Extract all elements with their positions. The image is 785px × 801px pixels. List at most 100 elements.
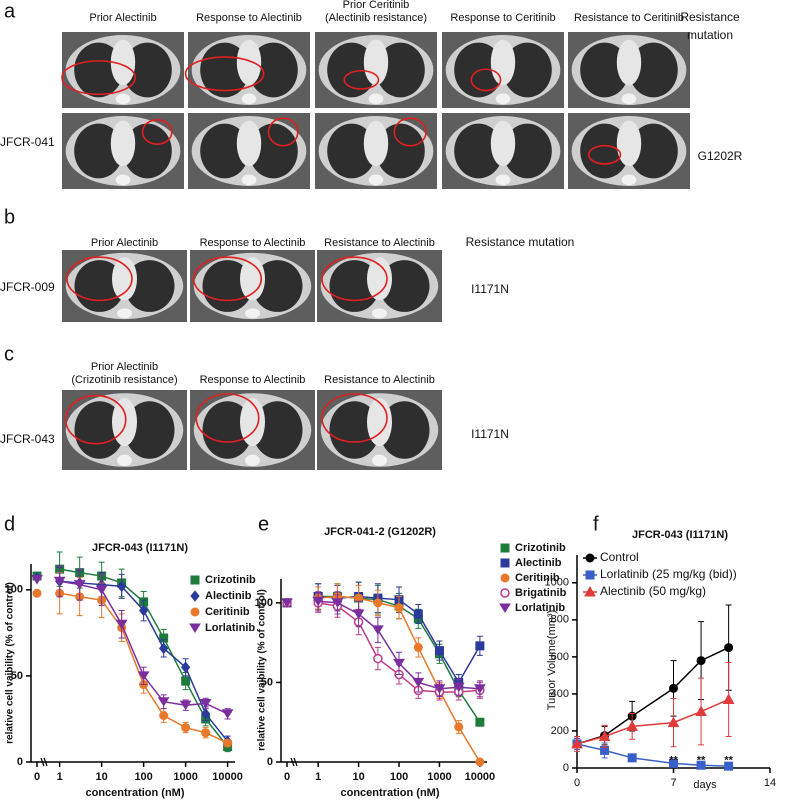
marker <box>433 684 446 694</box>
legend-label: Lorlatinib <box>205 622 255 634</box>
marker <box>412 677 425 688</box>
marker <box>373 653 383 664</box>
legend-marker <box>500 558 510 568</box>
legend-label: Alectinib <box>515 557 562 569</box>
ct-lung <box>249 123 298 179</box>
marker <box>181 723 191 733</box>
ct-image <box>568 113 690 189</box>
ct-lung <box>122 123 172 179</box>
ct-mediastinum <box>240 257 265 301</box>
legend-marker <box>500 543 510 553</box>
y-tick-label: 0 <box>267 756 273 768</box>
ct-image <box>62 250 187 322</box>
ct-lung <box>252 260 303 312</box>
lesion-circle <box>184 56 265 92</box>
ct-image <box>188 113 310 189</box>
ct-spine <box>372 454 387 466</box>
x-tick-label: 1 <box>57 771 63 783</box>
chart-title: JFCR-043 (I1171N) <box>92 542 188 554</box>
ct-image <box>317 390 442 470</box>
legend-label: Control <box>600 550 639 564</box>
x-tick-label: 1000 <box>173 771 197 783</box>
ct-lung <box>580 123 629 179</box>
y-tick-label: 400 <box>551 688 569 700</box>
x-tick-label: 0 <box>34 771 40 783</box>
ct-spine <box>245 308 260 319</box>
ct-lung <box>629 42 678 98</box>
significance-label: ** <box>724 754 733 766</box>
ct-lung <box>379 260 430 312</box>
ct-image <box>442 32 564 108</box>
lesion-circle <box>321 393 388 443</box>
y-tick-label: 1000 <box>545 577 569 589</box>
marker <box>117 580 127 593</box>
x-tick-label: 1000 <box>427 771 451 783</box>
lesion-circle <box>141 119 173 145</box>
ct-lung <box>202 401 253 459</box>
mutation: I1171N <box>471 427 509 441</box>
ct-lung <box>74 123 123 179</box>
marker <box>724 761 734 771</box>
ct-spine <box>117 308 132 319</box>
ct-mediastinum <box>363 120 389 167</box>
lesion-circle <box>393 117 427 147</box>
marker <box>371 625 384 635</box>
lesion-circle <box>343 69 380 90</box>
column-title: Prior Alectinib <box>89 12 156 24</box>
legend-marker <box>190 590 200 602</box>
y-tick-label: 800 <box>551 614 569 626</box>
panel-letter: c <box>4 343 14 365</box>
marker <box>571 737 583 749</box>
marker <box>696 656 706 666</box>
marker <box>669 683 678 693</box>
lesion-circle <box>195 393 260 443</box>
column-title: Response to Alectinib <box>196 12 302 24</box>
legend-label: Alectinib <box>205 590 252 602</box>
ct-spine <box>115 174 131 186</box>
marker <box>157 697 170 707</box>
ct-mediastinum <box>112 257 137 301</box>
legend-marker <box>500 573 510 583</box>
marker <box>722 693 735 704</box>
x-tick-label: 10 <box>96 771 108 783</box>
axis-break <box>290 757 298 767</box>
ct-lung <box>580 42 629 98</box>
y-axis-label: relative cell vaibility (% of control) <box>257 589 268 751</box>
ct-lung <box>74 401 125 459</box>
marker <box>667 716 680 728</box>
panel-letter: f <box>593 513 599 535</box>
marker <box>434 646 444 656</box>
marker <box>696 760 706 770</box>
x-tick-label: 0 <box>284 771 290 783</box>
legend-label: Lorlatinib (25 mg/kg (bid)) <box>600 567 737 581</box>
ct-spine <box>368 93 384 105</box>
column-title: Response to Alectinib <box>200 374 306 386</box>
y-axis-label: Tumor Volume(mm³) <box>546 610 558 710</box>
mutation-header: Resistance mutation <box>466 235 575 249</box>
legend-label: Ceritinib <box>205 606 250 618</box>
x-tick-label: 10000 <box>465 771 496 783</box>
panel-letter: e <box>258 513 269 535</box>
ct-mediastinum <box>367 257 392 301</box>
mutation: G1202R <box>698 149 743 163</box>
marker <box>179 700 192 711</box>
series-line <box>576 743 729 767</box>
marker <box>598 730 611 742</box>
lesion-circle <box>192 256 263 302</box>
ct-image <box>317 250 442 322</box>
ct-mediastinum <box>236 39 262 86</box>
ct-image <box>315 32 437 108</box>
ct-mediastinum <box>110 120 136 167</box>
ct-lung <box>200 42 250 98</box>
y-tick-label: 600 <box>551 651 569 663</box>
ct-lung <box>252 401 303 459</box>
ct-image <box>190 390 315 470</box>
y-tick-label: 0 <box>17 756 23 768</box>
marker <box>393 658 405 669</box>
marker <box>53 576 66 587</box>
column-title: (Crizotinib resistance) <box>71 374 177 386</box>
significance-label: ** <box>669 754 678 766</box>
marker <box>159 711 169 721</box>
ct-image <box>62 390 187 470</box>
